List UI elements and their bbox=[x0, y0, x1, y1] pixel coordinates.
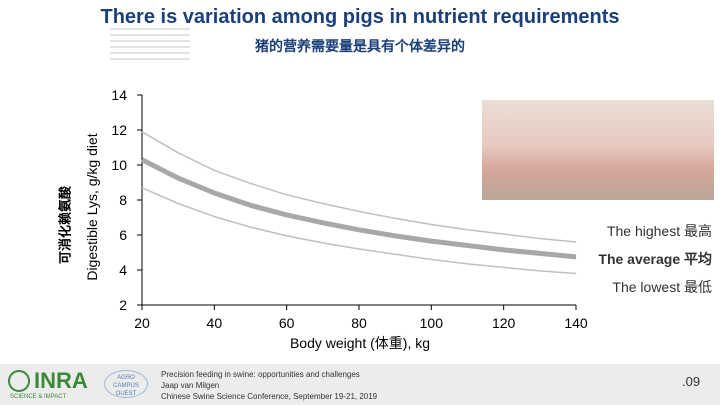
footer-line: Jaap van Milgen bbox=[161, 381, 220, 390]
series-label: The average 平均 bbox=[598, 251, 712, 267]
series-label: The lowest 最低 bbox=[612, 279, 712, 295]
x-tick-label: 120 bbox=[492, 315, 516, 331]
y-axis-label: Digestible Lys, g/kg diet bbox=[84, 133, 100, 281]
page-number: .09 bbox=[682, 374, 701, 389]
series-line bbox=[141, 187, 577, 275]
y-tick-label: 6 bbox=[119, 227, 127, 243]
footer-line: Chinese Swine Science Conference, Septem… bbox=[161, 392, 378, 401]
series-label: The highest 最高 bbox=[607, 223, 712, 239]
slide-subtitle: 猪的营养需要量是具有个体差异的 bbox=[255, 38, 465, 54]
slide-title: There is variation among pigs in nutrien… bbox=[100, 6, 620, 28]
y-tick-label: 10 bbox=[111, 157, 127, 173]
y-tick-label: 12 bbox=[111, 122, 127, 138]
x-tick-label: 60 bbox=[279, 315, 295, 331]
y-tick-label: 4 bbox=[119, 262, 127, 278]
x-tick-label: 20 bbox=[134, 315, 150, 331]
x-tick-label: 100 bbox=[420, 315, 444, 331]
agrocampus-logo: AGRO CAMPUS OUEST bbox=[104, 370, 150, 400]
inra-logo-sub: SCIENCE & IMPACT bbox=[10, 394, 67, 400]
y-tick-label: 8 bbox=[119, 192, 127, 208]
inra-logo-word: INRA bbox=[34, 368, 88, 393]
inra-mark-icon bbox=[8, 370, 30, 392]
series-line bbox=[141, 131, 577, 243]
x-tick-label: 140 bbox=[564, 315, 588, 331]
y-axis-label-cn: 可消化赖氨酸 bbox=[57, 185, 73, 265]
y-tick-label: 2 bbox=[119, 297, 127, 313]
x-axis-label: Body weight (体重), kg bbox=[290, 335, 430, 351]
campus-line-1: AGRO bbox=[117, 375, 135, 381]
footer-line: Precision feeding in swine: opportunitie… bbox=[161, 370, 360, 379]
inra-logo: INRA SCIENCE & IMPACT bbox=[6, 368, 94, 402]
footer-text: Precision feeding in swine: opportunitie… bbox=[161, 369, 377, 402]
x-tick-label: 40 bbox=[207, 315, 223, 331]
y-tick-label: 14 bbox=[111, 87, 127, 103]
pigs-photo bbox=[482, 100, 714, 200]
campus-line-3: OUEST bbox=[115, 391, 137, 397]
decorative-lines bbox=[110, 28, 190, 68]
series-line bbox=[140, 157, 577, 260]
campus-line-2: CAMPUS bbox=[113, 383, 139, 389]
x-tick-label: 80 bbox=[351, 315, 367, 331]
